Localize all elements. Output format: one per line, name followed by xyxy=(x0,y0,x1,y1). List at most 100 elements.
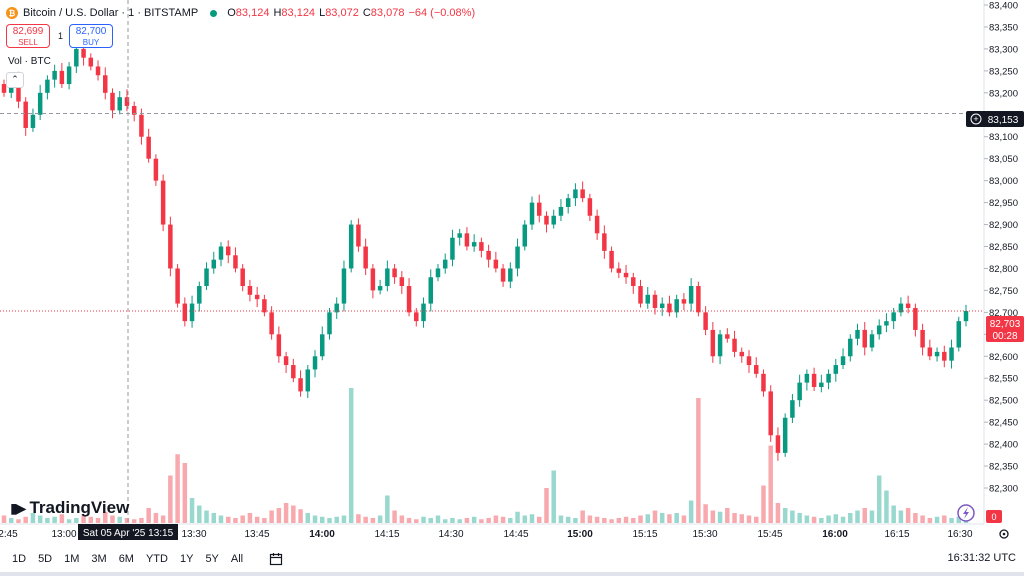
candle xyxy=(876,325,882,335)
price-tick-label: 82,500 xyxy=(989,396,1018,407)
candle xyxy=(168,224,173,269)
sell-label: SELL xyxy=(18,38,38,47)
timeframe-6m[interactable]: 6M xyxy=(118,553,134,565)
time-axis[interactable]: 2:45 13:00 13:30 13:45 14:00 14:15 14:30 14:45 1… xyxy=(0,529,973,540)
price-tick-label: 82,750 xyxy=(989,286,1018,297)
volume-indicator-label[interactable]: Vol · BTC xyxy=(8,56,51,67)
crosshair-lines xyxy=(0,0,984,524)
candle xyxy=(23,101,28,128)
candle xyxy=(428,277,433,304)
time-tick-label: 15:00 xyxy=(567,529,593,540)
timeframe-1m[interactable]: 1M xyxy=(64,553,80,565)
candle xyxy=(74,48,79,67)
volume-bars xyxy=(1,388,969,523)
candle xyxy=(298,378,303,392)
volume-bar xyxy=(819,518,824,523)
candle xyxy=(927,347,933,357)
volume-bar xyxy=(254,516,260,523)
symbol-title[interactable]: Bitcoin / U.S. Dollar · 1 · BITSTAMP xyxy=(23,7,199,19)
crosshair-price-tag[interactable]: + 83,153 xyxy=(966,111,1024,127)
volume-bar xyxy=(587,515,593,523)
volume-bar xyxy=(703,504,708,523)
volume-bar xyxy=(30,513,36,523)
volume-bar xyxy=(471,516,477,523)
volume-bar xyxy=(804,515,810,523)
last-price-tag: 82,703 00:28 xyxy=(986,316,1024,342)
candle xyxy=(146,136,151,159)
volume-bar xyxy=(291,505,296,523)
price-chart[interactable]: 83,40083,35083,30083,25083,20083,15083,1… xyxy=(0,0,1024,546)
candle xyxy=(1,84,7,93)
candle xyxy=(537,202,542,216)
lightning-icon[interactable] xyxy=(957,504,975,522)
candle xyxy=(797,382,802,401)
order-quantity[interactable]: 1 xyxy=(58,31,64,41)
plus-icon[interactable] xyxy=(970,113,982,125)
ohlc-close-label: C xyxy=(362,7,371,19)
volume-bar xyxy=(681,515,687,523)
candle xyxy=(580,189,585,199)
time-tick-label: 15:30 xyxy=(692,529,717,540)
countdown-label: 00:28 xyxy=(992,331,1017,342)
timeframe-1d[interactable]: 1D xyxy=(12,553,27,565)
volume-bar xyxy=(645,514,650,523)
candle xyxy=(544,215,549,225)
volume-bar xyxy=(341,515,347,523)
candle xyxy=(81,48,86,58)
candle xyxy=(435,268,441,278)
sell-button[interactable]: 82,699 SELL xyxy=(6,24,50,48)
timeframe-1y[interactable]: 1Y xyxy=(179,553,194,565)
time-tick-label: 16:30 xyxy=(947,529,972,540)
candle xyxy=(920,329,925,348)
collapse-chevron-up-icon[interactable]: ⌃ xyxy=(6,72,24,88)
candle xyxy=(124,97,130,106)
ohlc-high-label: H xyxy=(273,7,282,19)
settings-gear-icon[interactable] xyxy=(999,529,1009,539)
timeframe-3m[interactable]: 3M xyxy=(91,553,107,565)
price-tick-label: 82,600 xyxy=(989,352,1018,363)
candle xyxy=(631,277,636,287)
timeframe-5d[interactable]: 5D xyxy=(38,553,53,565)
candle xyxy=(551,215,556,225)
volume-bar xyxy=(782,508,788,523)
calendar-icon[interactable] xyxy=(269,552,283,566)
candle xyxy=(652,294,658,308)
bottom-divider xyxy=(0,572,1024,576)
volume-bar xyxy=(377,515,383,523)
candle xyxy=(52,70,57,80)
buy-button[interactable]: 82,700 BUY xyxy=(69,24,113,48)
candle xyxy=(840,356,846,366)
volume-bar xyxy=(956,516,962,523)
volume-bar xyxy=(334,516,339,523)
utc-clock[interactable]: 16:31:32 UTC xyxy=(947,552,1016,564)
timeframe-all[interactable]: All xyxy=(230,553,244,565)
price-tick-label: 82,800 xyxy=(989,264,1018,275)
volume-bar xyxy=(204,510,209,523)
candle xyxy=(450,237,455,260)
time-tick-label: 16:15 xyxy=(884,529,909,540)
candle xyxy=(891,312,896,322)
volume-bar xyxy=(594,516,600,523)
bitcoin-icon[interactable]: ₿ xyxy=(6,7,18,19)
ohlc-low: 83,072 xyxy=(325,7,359,19)
candle xyxy=(594,215,600,234)
candle xyxy=(486,250,491,260)
volume-bar xyxy=(1,515,7,523)
price-tick-label: 82,900 xyxy=(989,220,1018,231)
market-status-icon[interactable] xyxy=(210,9,218,17)
volume-bar xyxy=(457,519,462,523)
volume-bar xyxy=(544,488,549,523)
timeframe-5y[interactable]: 5Y xyxy=(205,553,219,565)
time-tick-label: 15:45 xyxy=(757,529,782,540)
timeframe-ytd[interactable]: YTD xyxy=(145,553,168,565)
volume-bar xyxy=(110,515,115,523)
candle xyxy=(16,79,21,102)
volume-bar xyxy=(920,515,925,523)
candle xyxy=(247,286,253,295)
volume-bar xyxy=(797,513,802,523)
time-tick-label: 2:45 xyxy=(0,529,18,540)
volume-bar xyxy=(479,519,484,523)
volume-bar xyxy=(942,515,947,523)
chart-background xyxy=(0,0,984,524)
price-axis[interactable]: 83,40083,35083,30083,25083,20083,15083,1… xyxy=(984,1,1018,495)
